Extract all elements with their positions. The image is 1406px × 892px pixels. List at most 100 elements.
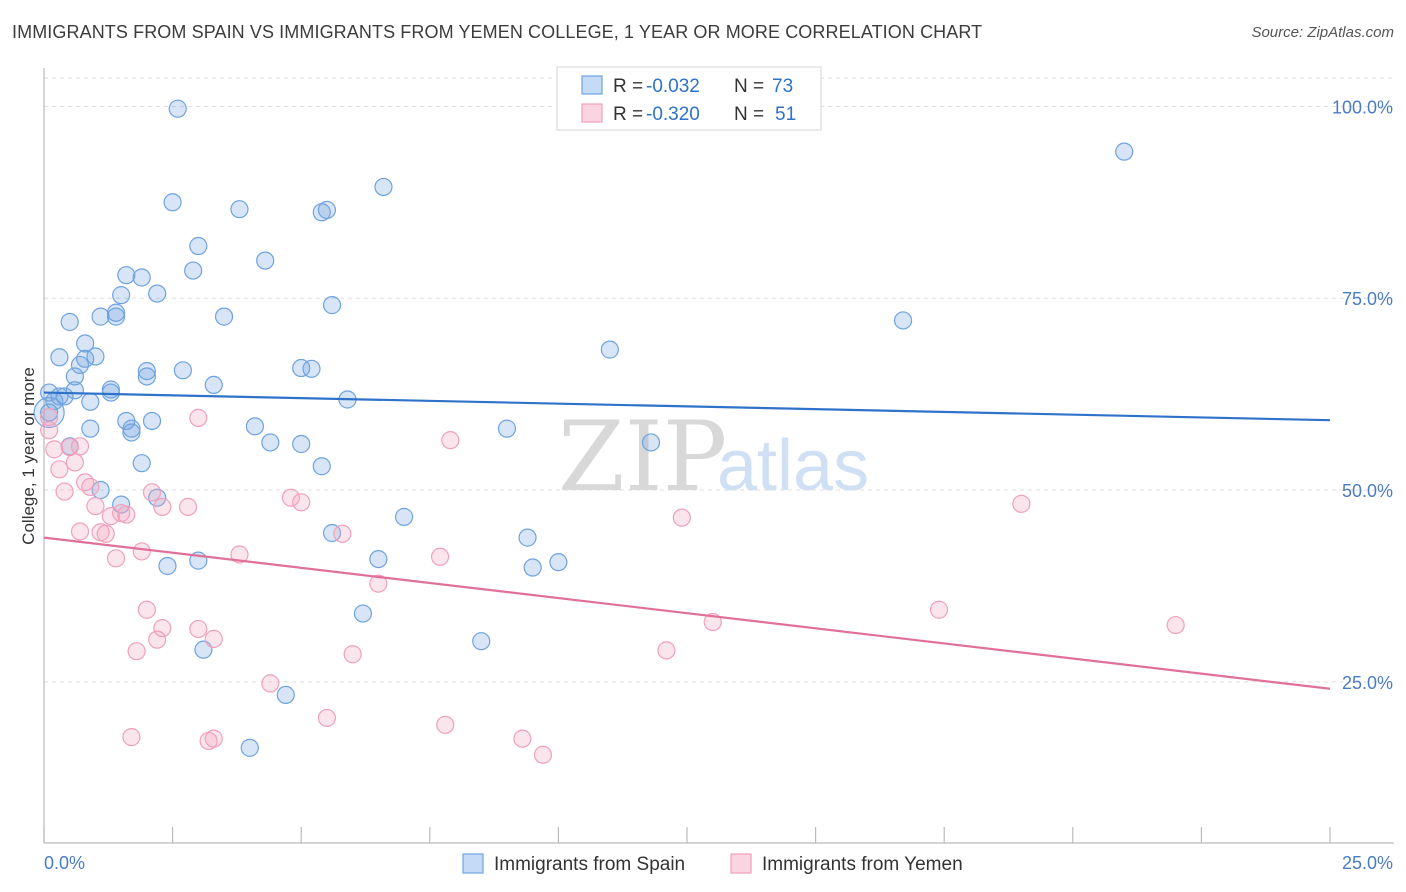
y-tick-label-2: 75.0% xyxy=(1342,289,1393,309)
point-yemen-21 xyxy=(137,600,156,619)
point-yemen-23 xyxy=(148,630,167,649)
point-yemen-37 xyxy=(333,524,352,543)
point-spain-24 xyxy=(122,419,141,438)
point-spain-18 xyxy=(106,307,126,326)
point-yemen-40 xyxy=(430,547,450,566)
trend-line-yemen xyxy=(43,536,1331,690)
point-yemen-14 xyxy=(101,507,120,526)
point-yemen-49 xyxy=(1012,494,1031,513)
point-spain-52 xyxy=(322,523,342,543)
point-spain-39 xyxy=(204,375,223,395)
watermark: ZIP atlas xyxy=(558,401,869,513)
stats-n-label-spain: N = xyxy=(734,76,764,97)
axes xyxy=(43,68,1394,844)
point-spain-59 xyxy=(472,632,491,651)
point-yemen-31 xyxy=(204,629,223,648)
stats-n-value-spain: 73 xyxy=(772,76,793,97)
point-spain-32 xyxy=(163,193,182,212)
point-yemen-50 xyxy=(1166,615,1185,635)
point-spain-2 xyxy=(50,348,69,367)
point-yemen-22 xyxy=(142,483,162,502)
watermark-atlas: atlas xyxy=(717,426,869,506)
point-yemen-3 xyxy=(50,460,69,479)
point-yemen-1 xyxy=(40,421,59,440)
point-spain-69 xyxy=(91,480,110,500)
point-yemen-6 xyxy=(65,453,84,472)
point-yemen-45 xyxy=(657,641,676,660)
trend-lines xyxy=(43,391,1331,690)
point-spain-12 xyxy=(81,419,100,438)
point-yemen-28 xyxy=(189,619,208,639)
stats-legend-box: R = -0.032 N = 73 R = -0.320 N = 51 xyxy=(556,66,822,131)
point-spain-42 xyxy=(240,738,259,757)
point-spain-31 xyxy=(158,556,177,576)
point-spain-57 xyxy=(374,177,393,197)
x-tick-label-1: 25.0% xyxy=(1342,853,1393,873)
point-yemen-11 xyxy=(86,497,105,516)
point-spain-53 xyxy=(322,296,342,315)
legend-label-spain: Immigrants from Spain xyxy=(494,854,685,875)
point-spain-44 xyxy=(256,251,275,270)
series-legend: Immigrants from Spain Immigrants from Ye… xyxy=(462,853,963,875)
stats-r-label-yemen: R = xyxy=(613,104,643,125)
point-yemen-0 xyxy=(40,408,59,427)
point-spain-17 xyxy=(106,303,126,322)
chart-source: Source: ZipAtlas.com xyxy=(1251,24,1394,41)
point-yemen-43 xyxy=(513,729,532,748)
point-spain-62 xyxy=(549,553,568,572)
point-spain-33 xyxy=(168,99,187,118)
series-yemen-points xyxy=(40,408,1185,764)
point-spain-34 xyxy=(173,361,192,380)
point-spain-29 xyxy=(148,284,167,303)
point-spain-20 xyxy=(112,286,131,305)
point-yemen-39 xyxy=(369,574,388,593)
point-spain-25 xyxy=(132,454,151,473)
point-spain-36 xyxy=(189,236,208,256)
point-yemen-34 xyxy=(281,488,301,507)
point-spain-71 xyxy=(312,457,331,476)
chart-title: IMMIGRANTS FROM SPAIN VS IMMIGRANTS FROM… xyxy=(12,22,983,42)
x-tick-labels: 0.0% 25.0% xyxy=(44,853,1393,873)
point-yemen-7 xyxy=(70,437,90,456)
point-yemen-8 xyxy=(70,522,90,541)
point-spain-63 xyxy=(600,340,619,359)
point-yemen-44 xyxy=(533,745,553,764)
point-spain-7 xyxy=(65,381,84,400)
stats-r-value-spain: -0.032 xyxy=(646,76,700,97)
y-tick-label-1: 50.0% xyxy=(1342,481,1393,501)
point-yemen-20 xyxy=(132,542,151,561)
y-tick-label-0: 25.0% xyxy=(1342,673,1393,693)
point-spain-16 xyxy=(101,383,120,402)
point-spain-64 xyxy=(641,433,661,452)
point-yemen-33 xyxy=(261,674,280,693)
y-axis-label: College, 1 year or more xyxy=(19,367,38,545)
point-yemen-15 xyxy=(106,549,126,568)
point-spain-65 xyxy=(893,311,913,330)
point-spain-23 xyxy=(122,423,141,442)
point-yemen-17 xyxy=(117,505,136,524)
point-yemen-4 xyxy=(55,482,74,501)
y-tick-labels: 25.0% 50.0% 75.0% 100.0% xyxy=(1332,97,1393,692)
point-spain-6 xyxy=(65,367,84,386)
point-yemen-2 xyxy=(45,440,64,459)
point-yemen-41 xyxy=(436,715,455,734)
point-spain-27 xyxy=(137,367,156,386)
legend-label-yemen: Immigrants from Yemen xyxy=(762,854,963,875)
point-spain-41 xyxy=(230,200,249,219)
watermark-zip: ZIP xyxy=(558,401,727,513)
point-yemen-35 xyxy=(292,493,311,512)
point-spain-70 xyxy=(142,411,162,431)
stats-swatch-spain xyxy=(581,75,603,95)
point-spain-11 xyxy=(81,392,100,411)
point-spain-60 xyxy=(518,528,537,547)
legend-swatch-yemen xyxy=(730,853,752,874)
point-spain-13 xyxy=(86,347,105,366)
series-spain-points xyxy=(33,99,1134,757)
point-spain-61 xyxy=(523,558,542,577)
point-spain-55 xyxy=(353,604,373,623)
point-yemen-13 xyxy=(96,524,115,543)
point-spain-45 xyxy=(261,433,280,452)
point-spain-28 xyxy=(137,361,156,381)
point-spain-66 xyxy=(1115,142,1134,161)
